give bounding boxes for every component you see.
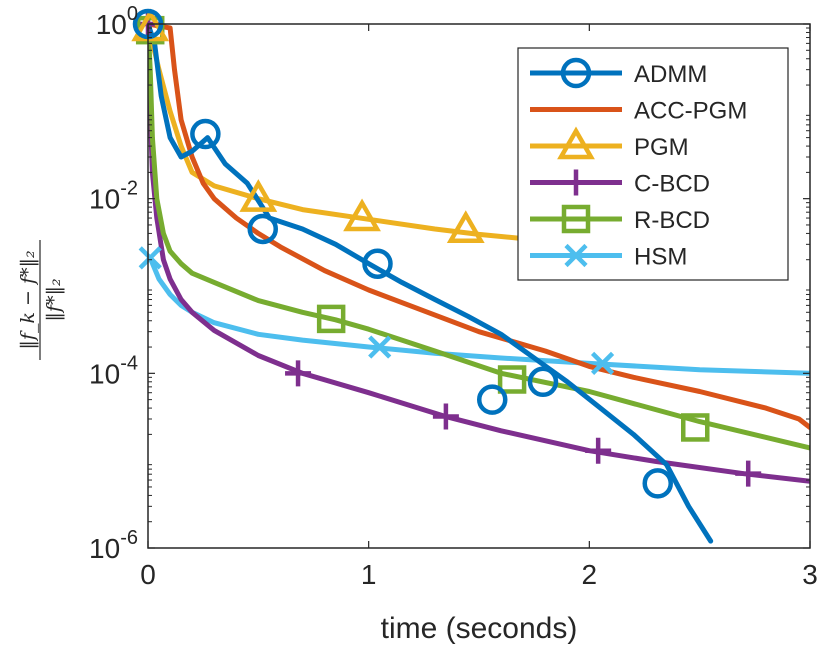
marker-admm — [642, 468, 673, 499]
marker-r-bcd — [497, 365, 527, 394]
series-line-r-bcd — [148, 24, 810, 451]
y-tick-label: 100 — [96, 3, 138, 40]
marker-pgm — [343, 198, 381, 232]
marker-admm — [362, 248, 393, 279]
x-tick-label: 3 — [802, 559, 818, 590]
y-tick-label: 10-6 — [89, 527, 138, 564]
x-tick-label: 1 — [361, 559, 377, 590]
marker-pgm — [239, 179, 278, 212]
legend-marker-admm — [560, 57, 592, 89]
marker-c-bcd — [735, 460, 762, 487]
marker-admm — [476, 384, 508, 415]
legend-marker-r-bcd — [561, 204, 591, 234]
legend-box — [517, 47, 789, 281]
marker-r-bcd — [316, 304, 346, 334]
y-axis-label: ‖f_k − f*‖₂ ‖f*‖₂ — [17, 240, 65, 360]
x-tick-label: 0 — [140, 559, 156, 590]
legend: ADMM ACC-PGM PGM C-BCD R-BCD HSM — [517, 47, 789, 281]
x-axis-label: time (seconds) — [381, 612, 578, 645]
marker-hsm — [590, 351, 615, 375]
x-tick-label: 2 — [582, 559, 598, 590]
marker-admm — [190, 118, 221, 150]
legend-label-acc-pgm: ACC-PGM — [634, 98, 747, 125]
legend-label-c-bcd: C-BCD — [634, 171, 710, 198]
marker-c-bcd — [285, 360, 312, 387]
series-line-admm — [148, 24, 714, 544]
ticks: 0 1 2 3 100 10-2 10-4 10-6 — [89, 3, 818, 590]
y-tick-label: 10-4 — [89, 352, 138, 389]
legend-marker-pgm — [557, 126, 595, 160]
marker-c-bcd — [585, 437, 612, 464]
y-axis-label-numerator: ‖f_k − f*‖₂ — [17, 250, 39, 349]
marker-r-bcd — [681, 413, 710, 442]
markers-group — [131, 8, 762, 499]
y-tick-label: 10-2 — [89, 178, 138, 215]
y-axis-label-denominator: ‖f*‖₂ — [43, 278, 65, 321]
plot-box — [147, 23, 811, 549]
marker-pgm — [446, 210, 485, 244]
marker-admm — [527, 366, 559, 398]
marker-admm — [247, 213, 278, 245]
legend-label-hsm: HSM — [634, 244, 687, 271]
legend-label-pgm: PGM — [634, 134, 689, 161]
marker-c-bcd — [432, 403, 459, 430]
legend-marker-hsm — [564, 243, 588, 268]
legend-label-r-bcd: R-BCD — [634, 207, 710, 234]
legend-marker-c-bcd — [563, 169, 589, 196]
marker-hsm — [368, 335, 392, 359]
legend-label-admm: ADMM — [634, 61, 707, 88]
series-line-acc-pgm — [148, 24, 810, 430]
marker-hsm — [138, 246, 162, 270]
series-group — [148, 24, 810, 544]
